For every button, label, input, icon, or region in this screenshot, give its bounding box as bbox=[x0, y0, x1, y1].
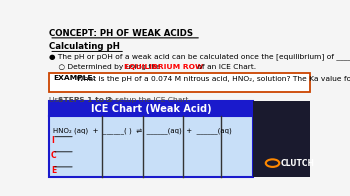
Text: STEPS 1 to 3: STEPS 1 to 3 bbox=[58, 97, 112, 103]
Text: Calculating pH: Calculating pH bbox=[49, 42, 120, 51]
Text: ICE Chart (Weak Acid): ICE Chart (Weak Acid) bbox=[91, 104, 211, 114]
Text: I: I bbox=[51, 136, 54, 145]
Text: EQUILIBRIUM ROW: EQUILIBRIUM ROW bbox=[124, 64, 203, 70]
FancyBboxPatch shape bbox=[49, 116, 253, 177]
Text: to setup the ICE Chart.: to setup the ICE Chart. bbox=[103, 97, 191, 103]
FancyBboxPatch shape bbox=[49, 101, 253, 116]
Text: ● The pH or pOH of a weak acid can be calculated once the [equilibrium] of _____: ● The pH or pOH of a weak acid can be ca… bbox=[49, 54, 350, 60]
Text: EXAMPLE:: EXAMPLE: bbox=[53, 74, 96, 81]
FancyBboxPatch shape bbox=[253, 101, 309, 177]
Text: CLUTCH: CLUTCH bbox=[281, 159, 315, 168]
FancyBboxPatch shape bbox=[49, 73, 309, 92]
Text: C: C bbox=[51, 151, 56, 160]
Text: E: E bbox=[51, 166, 56, 175]
Text: Use: Use bbox=[49, 97, 65, 103]
Text: CONCEPT: PH OF WEAK ACIDS: CONCEPT: PH OF WEAK ACIDS bbox=[49, 29, 193, 38]
Text: HNO₂ (aq)  +  ______( )  ⇌  ______(aq)  +  ______(aq): HNO₂ (aq) + ______( ) ⇌ ______(aq) + ___… bbox=[53, 127, 231, 134]
Text: ○ Determined by using the: ○ Determined by using the bbox=[49, 64, 163, 70]
Text: What is the pH of a 0.074 M nitrous acid, HNO₂, solution? The Ka value for the c: What is the pH of a 0.074 M nitrous acid… bbox=[75, 74, 350, 82]
Text: of an ICE Chart.: of an ICE Chart. bbox=[195, 64, 256, 70]
